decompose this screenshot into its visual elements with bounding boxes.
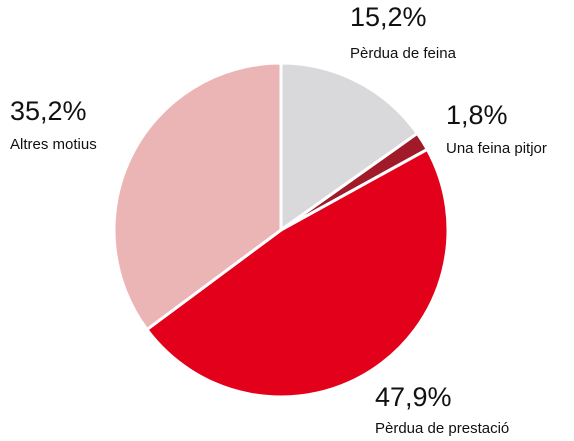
value-label: 47,9% — [375, 382, 452, 412]
pie-slice — [279, 61, 420, 233]
category-label: Pèrdua de prestació — [375, 420, 509, 437]
value-label: 1,8% — [446, 100, 508, 130]
pie-slice — [112, 61, 283, 332]
category-label: Altres motius — [10, 136, 97, 153]
value-label: 35,2% — [10, 96, 87, 126]
category-label: Una feina pitjor — [446, 140, 547, 157]
pie-slice — [144, 147, 450, 399]
category-label: Pèrdua de feina — [350, 45, 457, 62]
value-label: 15,2% — [350, 2, 427, 32]
